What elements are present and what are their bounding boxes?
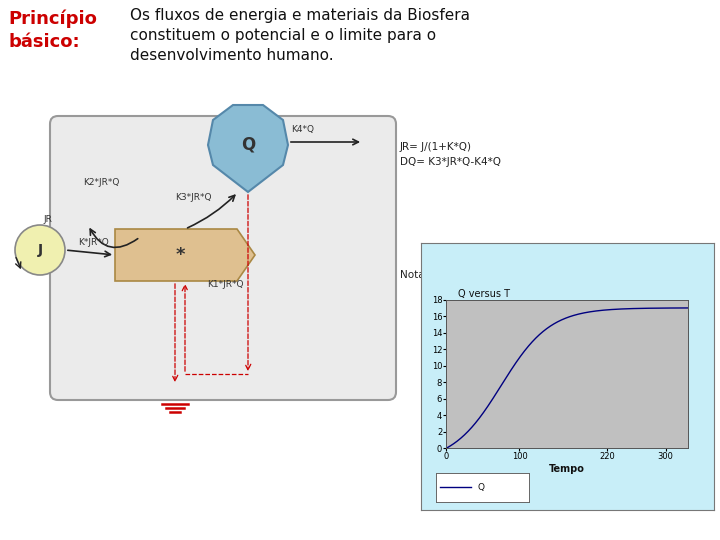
Text: Princípio
básico:: Princípio básico: — [8, 10, 97, 51]
Text: K*JR*Q: K*JR*Q — [78, 238, 109, 247]
Text: JR= J/(1+K*Q): JR= J/(1+K*Q) — [400, 142, 472, 152]
Polygon shape — [115, 229, 255, 281]
Text: K4*Q: K4*Q — [291, 125, 314, 134]
Polygon shape — [208, 105, 288, 192]
Text: JR: JR — [43, 215, 52, 224]
Text: *: * — [175, 246, 185, 264]
Text: DQ= K3*JR*Q-K4*Q: DQ= K3*JR*Q-K4*Q — [400, 157, 501, 167]
X-axis label: Tempo: Tempo — [549, 464, 585, 474]
Text: Q versus T: Q versus T — [459, 289, 510, 299]
Text: Os fluxos de energia e materiais da Biosfera
constituem o potencial e o limite p: Os fluxos de energia e materiais da Bios… — [130, 8, 470, 63]
Text: K2*JR*Q: K2*JR*Q — [83, 178, 120, 187]
Text: J: J — [37, 243, 42, 257]
Text: Nota:  K3= K1-K2: Nota: K3= K1-K2 — [400, 270, 490, 280]
Circle shape — [15, 225, 65, 275]
FancyBboxPatch shape — [50, 116, 396, 400]
Text: Q: Q — [241, 136, 255, 154]
Text: K1*JR*Q: K1*JR*Q — [207, 280, 243, 289]
Text: K3*JR*Q: K3*JR*Q — [175, 193, 212, 202]
Text: Q: Q — [478, 483, 485, 492]
